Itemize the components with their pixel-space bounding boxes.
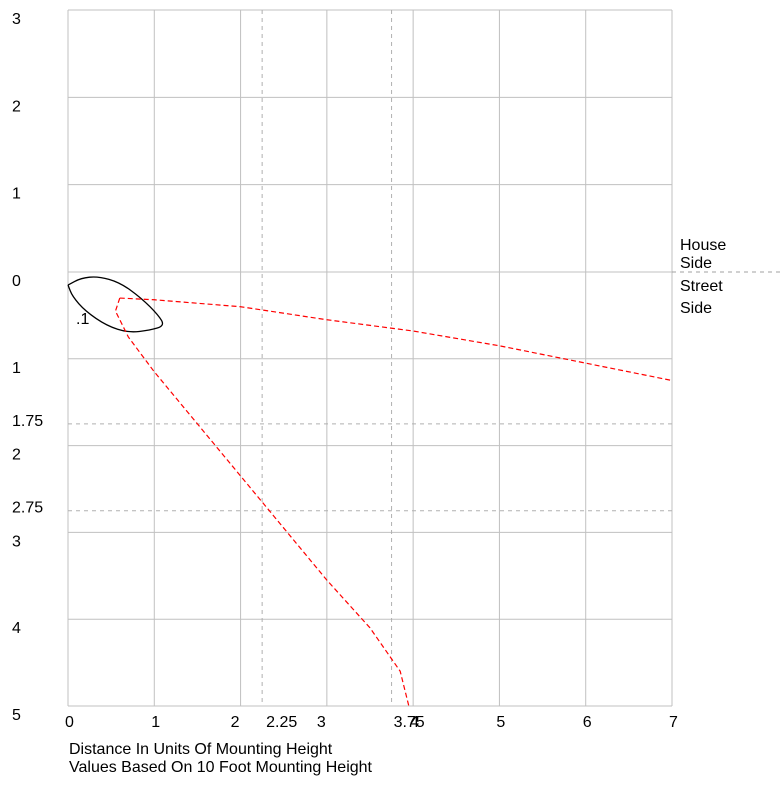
y-tick-label-house: 2 — [12, 98, 21, 115]
y-tick-label-house: 1 — [12, 186, 21, 203]
street-side-label-line2: Side — [680, 300, 712, 317]
contour-line — [67, 276, 164, 333]
series-line-2 — [114, 297, 410, 707]
mounting-height-note: Values Based On 10 Foot Mounting Height — [69, 759, 373, 776]
contour-label: .1 — [76, 311, 89, 328]
series-line-1 — [119, 297, 673, 382]
grid — [67, 9, 782, 707]
y-tick-label-street: 0 — [12, 273, 21, 290]
x-tick-label: 3 — [317, 714, 326, 731]
street-side-label-line1: Street — [680, 278, 723, 295]
y-tick-label-street: 3 — [12, 533, 21, 550]
y-tick-label-street: 4 — [12, 620, 21, 637]
x-axis-label: Distance In Units Of Mounting Height — [69, 741, 333, 758]
x-tick-label: 2 — [231, 714, 240, 731]
y-tick-label-street: 2.75 — [12, 500, 43, 517]
reference-lines — [68, 10, 672, 706]
x-tick-label: 4 — [410, 714, 419, 731]
y-tick-label-street: 5 — [12, 707, 21, 724]
y-tick-label-street: 1 — [12, 360, 21, 377]
y-tick-label-street: 1.75 — [12, 413, 43, 430]
x-tick-label: 3.75 — [394, 714, 425, 731]
y-tick-label-house: 3 — [12, 11, 21, 28]
house-side-label-line2: Side — [680, 255, 712, 272]
x-tick-label: 7 — [669, 714, 678, 731]
x-tick-label: 0 — [65, 714, 74, 731]
y-tick-label-street: 2 — [12, 447, 21, 464]
x-tick-label: 6 — [583, 714, 592, 731]
x-tick-label: 2.25 — [266, 714, 297, 731]
x-tick-label: 1 — [151, 714, 160, 731]
x-tick-label: 5 — [496, 714, 505, 731]
series — [67, 276, 673, 707]
house-side-label-line1: House — [680, 237, 726, 254]
